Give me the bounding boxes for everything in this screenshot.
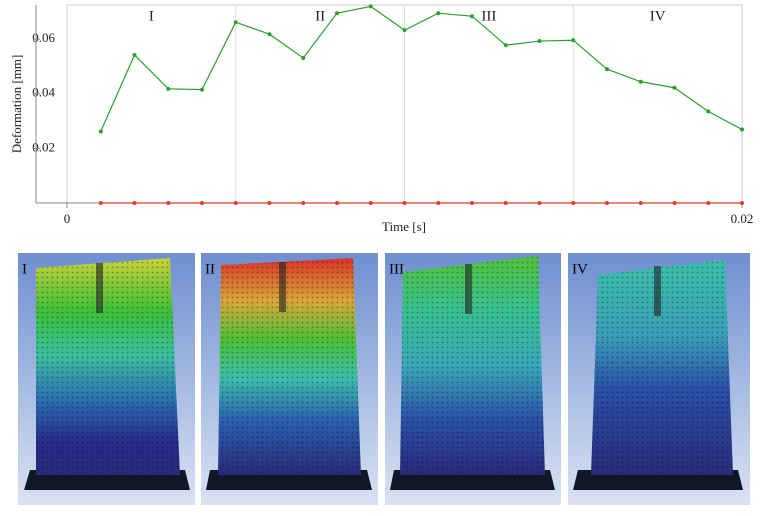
panel [568,253,750,505]
panel-label: IV [572,261,588,277]
series-line [100,5,743,132]
panel [18,253,195,505]
data-point [571,201,576,205]
data-point [503,43,508,48]
data-point [706,109,711,114]
data-point [98,129,103,134]
panel [201,253,378,505]
data-point [537,39,542,44]
data-point [301,55,306,60]
data-point [706,201,711,205]
panel-label: III [389,261,404,277]
data-point [605,67,609,72]
panel-label: I [22,261,27,277]
data-point [233,201,238,205]
data-point [436,11,441,16]
data-point [335,201,339,205]
data-point [402,201,407,205]
data-point [166,201,171,205]
data-point [267,201,272,205]
data-point [672,201,677,205]
data-point [368,4,373,9]
data-point [740,127,744,132]
panel-label: II [205,261,215,277]
data-point [740,201,744,205]
data-point [98,201,103,205]
data-point [537,201,542,205]
data-point [233,20,238,25]
x-tick-label: 0 [64,211,71,226]
data-point [470,14,474,19]
data-point [200,201,204,205]
data-point [470,201,474,205]
y-tick-label: 0.06 [32,30,55,45]
x-tick-label: 0.02 [731,211,754,226]
data-point [267,32,272,37]
region-label: IV [650,8,666,24]
panels [18,253,750,505]
data-point [368,201,373,205]
region-label: III [481,8,496,24]
data-point [672,85,677,90]
data-point [132,201,137,205]
region-label: I [149,8,154,24]
data-point [166,86,171,91]
data-point [503,201,508,205]
data-point [132,52,137,57]
data-point [200,87,204,92]
data-point [301,201,306,205]
data-point [436,201,441,205]
data-point [571,38,576,43]
y-axis-label: Deformation [mm] [9,55,24,154]
y-tick-label: 0.04 [32,85,55,100]
panel [385,253,561,505]
data-point [402,28,407,33]
x-axis-label: Time [s] [382,219,426,234]
data-point [638,201,643,205]
y-tick-label: 0.02 [32,139,55,154]
data-point [335,11,339,16]
region-label: II [315,8,325,24]
data-point [605,201,609,205]
data-point [638,79,643,84]
